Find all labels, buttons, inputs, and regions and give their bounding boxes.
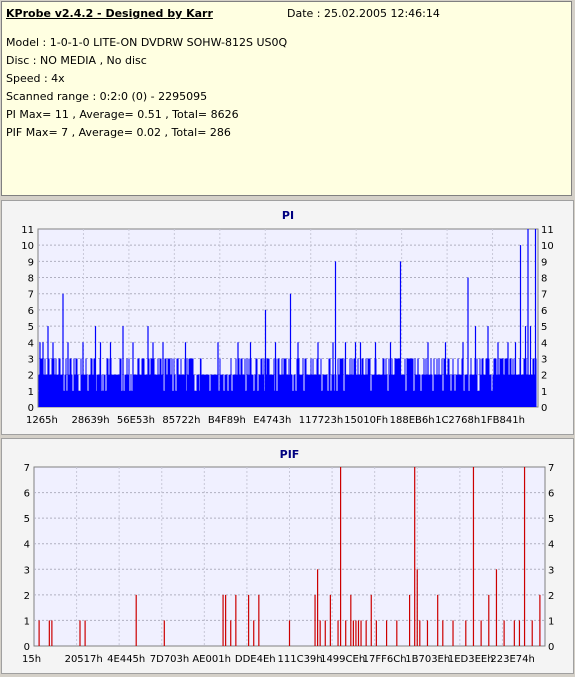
y-tick-label-left: 0 (24, 642, 30, 653)
x-tick-label: 1265h (26, 415, 58, 426)
y-tick-label-right: 1 (548, 616, 554, 627)
y-tick-label-left: 1 (28, 387, 34, 398)
y-tick-label-right: 8 (541, 274, 547, 285)
y-tick-label-right: 7 (548, 463, 554, 474)
x-tick-label: 1499CEh (320, 654, 365, 665)
model-line: Model : 1-0-1-0 LITE-ON DVDRW SOHW-812S … (6, 36, 288, 49)
pif-summary-line: PIF Max= 7 , Average= 0.02 , Total= 286 (6, 126, 231, 139)
info-panel: KProbe v2.4.2 - Designed by Karr Date : … (1, 1, 572, 196)
pif-chart-panel: PIF 0 0 1 1 2 2 3 3 4 4 5 5 6 6 7 7 15h 20517h 4E445h 7D703h… (1, 438, 574, 674)
y-tick-label-left: 2 (28, 371, 34, 382)
y-tick-label-left: 9 (28, 257, 34, 268)
x-tick-label: 1B703Eh (405, 654, 450, 665)
chart-title: PIF (280, 448, 300, 461)
pi-summary-line: PI Max= 11 , Average= 0.51 , Total= 8626 (6, 108, 239, 121)
range-line: Scanned range : 0:2:0 (0) - 2295095 (6, 90, 208, 103)
x-tick-label: AE001h (192, 654, 231, 665)
y-tick-label-left: 6 (24, 489, 30, 500)
y-tick-label-left: 6 (28, 306, 34, 317)
y-tick-label-right: 10 (541, 241, 554, 252)
y-tick-label-left: 8 (28, 274, 34, 285)
y-tick-label-right: 3 (541, 354, 547, 365)
x-tick-label: 17FF6Ch (363, 654, 407, 665)
x-tick-label: DDE4Eh (235, 654, 276, 665)
x-tick-label: 1ED3EEh (448, 654, 494, 665)
y-tick-label-left: 2 (24, 591, 30, 602)
x-tick-label: B4F89h (208, 415, 246, 426)
x-tick-label: 223E74h (490, 654, 534, 665)
y-tick-label-left: 5 (28, 322, 34, 333)
x-tick-label: 7D703h (150, 654, 190, 665)
y-tick-label-right: 7 (541, 290, 547, 301)
y-tick-label-left: 3 (24, 565, 30, 576)
y-tick-label-right: 5 (548, 514, 554, 525)
y-tick-label-left: 11 (21, 225, 34, 236)
y-tick-label-right: 0 (548, 642, 554, 653)
chart-title: PI (282, 209, 294, 222)
x-tick-label: 111C39h (278, 654, 323, 665)
y-tick-label-right: 3 (548, 565, 554, 576)
y-tick-label-left: 5 (24, 514, 30, 525)
pi-chart-panel: PI 0 0 1 1 2 2 3 3 4 4 5 5 6 6 7 7 8 8 9 9 10 10 11 11 1265h 28639… (1, 200, 574, 435)
x-tick-label: 28639h (71, 415, 109, 426)
y-tick-label-left: 10 (21, 241, 34, 252)
y-tick-label-right: 4 (548, 540, 554, 551)
x-tick-label: 1FB841h (481, 415, 525, 426)
y-tick-label-right: 11 (541, 225, 554, 236)
y-tick-label-right: 2 (548, 591, 554, 602)
y-tick-label-right: 6 (541, 306, 547, 317)
y-tick-label-left: 1 (24, 616, 30, 627)
y-tick-label-right: 2 (541, 371, 547, 382)
y-tick-label-left: 7 (24, 463, 30, 474)
y-tick-label-left: 7 (28, 290, 34, 301)
y-tick-label-left: 4 (28, 338, 34, 349)
y-tick-label-right: 4 (541, 338, 547, 349)
disc-line: Disc : NO MEDIA , No disc (6, 54, 147, 67)
y-tick-label-left: 3 (28, 354, 34, 365)
x-tick-label: 56E53h (117, 415, 155, 426)
y-tick-label-right: 6 (548, 489, 554, 500)
y-tick-label-right: 9 (541, 257, 547, 268)
y-tick-label-right: 0 (541, 403, 547, 414)
x-tick-label: 15010Fh (344, 415, 388, 426)
x-tick-label: 15h (22, 654, 41, 665)
x-tick-label: 188EB6h (390, 415, 435, 426)
y-tick-label-left: 4 (24, 540, 30, 551)
x-tick-label: E4743h (253, 415, 291, 426)
speed-line: Speed : 4x (6, 72, 65, 85)
y-tick-label-right: 1 (541, 387, 547, 398)
app-title: KProbe v2.4.2 - Designed by Karr (6, 7, 213, 20)
x-tick-label: 20517h (65, 654, 103, 665)
y-tick-label-left: 0 (28, 403, 34, 414)
x-tick-label: 85722h (162, 415, 200, 426)
x-tick-label: 1C2768h (435, 415, 480, 426)
scan-date: Date : 25.02.2005 12:46:14 (287, 7, 440, 20)
y-tick-label-right: 5 (541, 322, 547, 333)
pif-chart: PIF 0 0 1 1 2 2 3 3 4 4 5 5 6 6 7 7 15h 20517h 4E445h 7D703h… (22, 448, 554, 665)
x-tick-label: 117723h (299, 415, 344, 426)
x-tick-label: 4E445h (107, 654, 145, 665)
